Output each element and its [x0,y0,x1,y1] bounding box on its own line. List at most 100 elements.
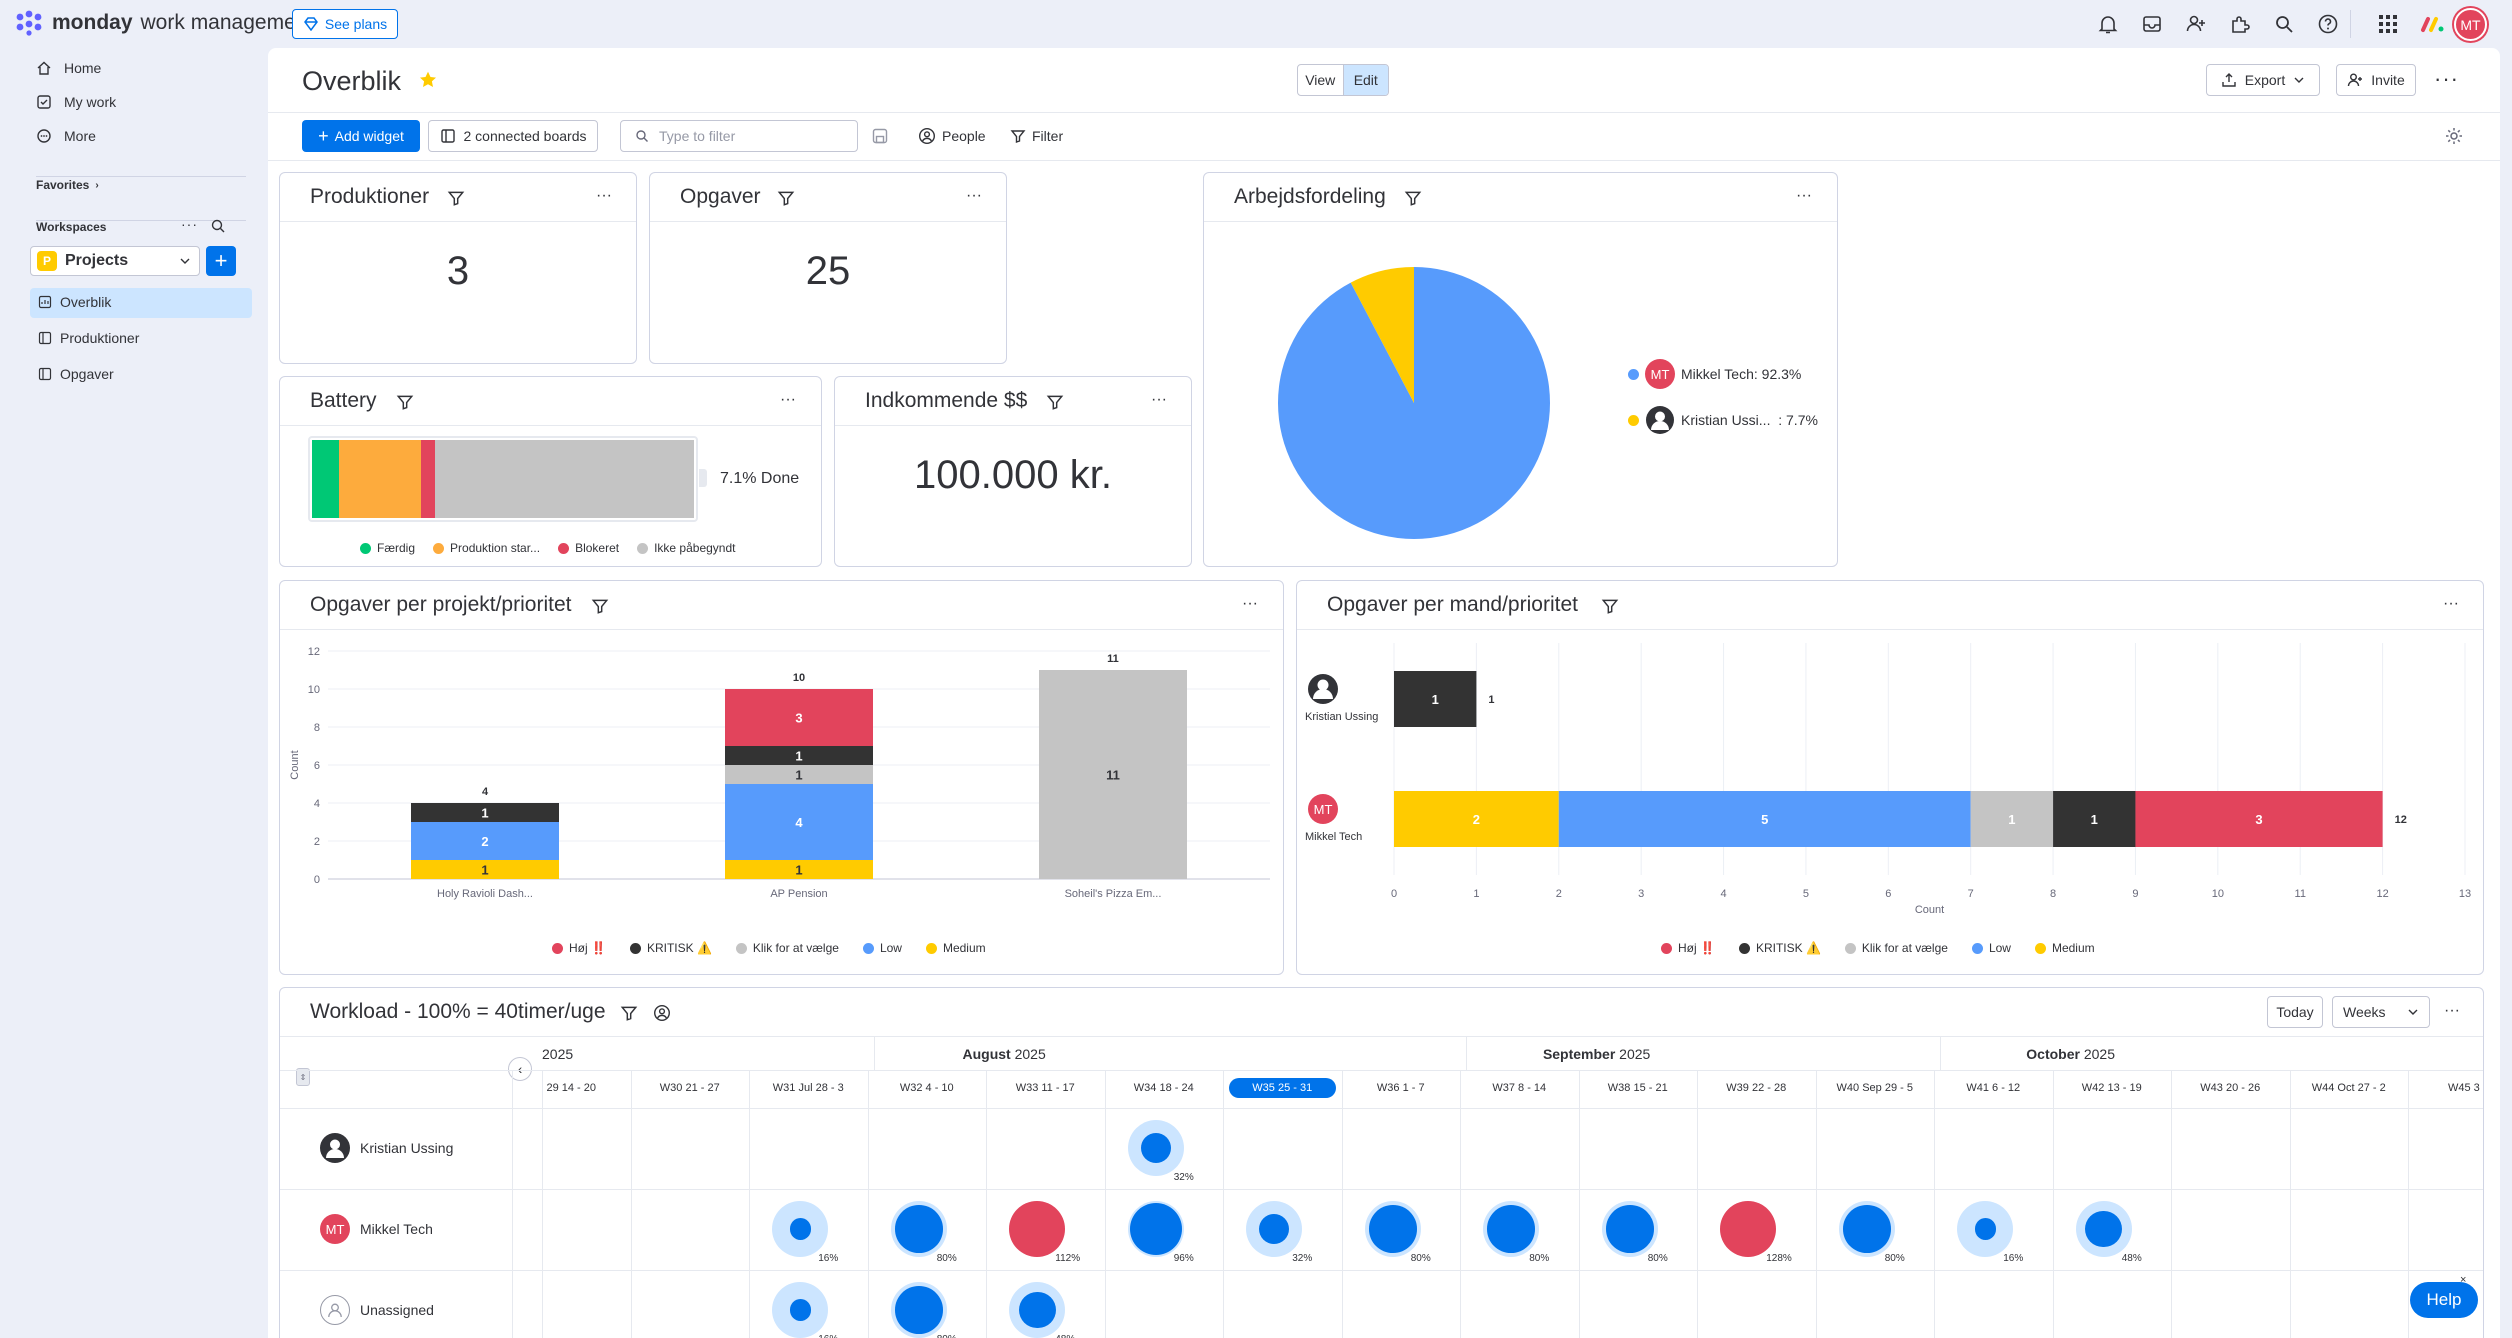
legend-label: KRITISK ⚠️ [1755,941,1821,955]
connected-boards-button[interactable]: 2 connected boards [428,120,598,152]
legend-item: Klik for at vælge [735,941,839,955]
widget-number: 25 [805,249,851,293]
widget-menu-icon[interactable]: ··· [1242,595,1258,612]
legend-label: Høj ‼️ [1678,941,1715,955]
sidebar-board-overblik[interactable]: Overblik [38,294,111,310]
sidebar-item-home[interactable]: Home [36,60,101,76]
legend-item: Høj ‼️ [552,941,606,955]
bar-segment[interactable] [725,765,873,784]
filter-icon[interactable] [1046,393,1064,411]
close-help-icon[interactable]: × [2460,1274,2467,1286]
bar-segment[interactable] [1039,670,1187,879]
widget-menu-icon[interactable]: ··· [2443,595,2459,612]
bar-segment[interactable] [725,784,873,860]
diamond-icon [303,17,318,31]
add-workspace-item-button[interactable]: + [206,246,236,276]
avatar-placeholder-icon [326,1139,344,1158]
bar-segment[interactable] [1558,791,1971,847]
legend-item: Produktion star... [433,541,540,555]
bar-segment[interactable] [2135,791,2383,847]
help-question-icon[interactable] [2316,12,2340,36]
legend-label: Høj ‼️ [569,941,606,955]
save-view-icon[interactable] [871,127,889,145]
person-circle-icon[interactable] [653,1004,671,1022]
bar-segment[interactable] [725,746,873,765]
y-tick-label: 0 [314,874,320,886]
sidebar-item-my-work[interactable]: My work [36,94,116,110]
invite-members-icon[interactable] [2184,12,2208,36]
filter-icon[interactable] [396,393,414,411]
legend-color-dot [360,542,371,554]
view-mode-button[interactable]: View [1305,72,1336,88]
workload-bubble[interactable] [1009,1201,1066,1257]
workspace-selector[interactable]: P Projects [30,246,200,276]
filter-button[interactable]: Filter [1010,120,1063,152]
bar-segment[interactable] [1394,791,1559,847]
favorites-section[interactable]: Favorites › [36,178,99,192]
y-tick-label: 12 [308,646,320,658]
search-icon[interactable] [2272,12,2296,36]
user-avatar[interactable]: MT [2454,8,2487,41]
widget-menu-icon[interactable]: ··· [780,391,796,408]
legend-item: Ikke påbegyndt [637,541,736,555]
weeks-dropdown[interactable]: Weeks [2332,996,2430,1028]
bar-segment[interactable] [1970,791,2054,847]
sidebar-board-label: Produktioner [60,330,140,346]
bar-segment[interactable] [2053,791,2136,847]
monday-products-icon[interactable] [2420,14,2446,34]
workspace-options-icon[interactable]: ··· [181,216,198,232]
export-button[interactable]: Export [2206,64,2320,96]
filter-icon[interactable] [620,1004,638,1022]
edit-mode-button[interactable]: Edit [1342,65,1388,95]
workspace-search-icon[interactable] [210,218,226,234]
filter-icon[interactable] [447,189,465,207]
people-filter-button[interactable]: People [918,120,986,152]
bar-segment[interactable] [411,860,559,879]
widget-menu-icon[interactable]: ··· [596,187,612,204]
see-plans-button[interactable]: See plans [292,9,398,39]
avatar-head [1317,679,1329,691]
filter-icon[interactable] [1404,189,1422,207]
legend-color-dot [925,942,937,954]
workload-bubble[interactable] [1720,1201,1777,1257]
today-button[interactable]: Today [2267,996,2323,1028]
resize-handle-icon[interactable]: ⇕ [296,1068,310,1086]
legend-label: Klik for at vælge [1861,941,1948,955]
y-axis-label: Count [289,750,301,779]
sidebar-board-active-bg [30,288,252,318]
bar-segment[interactable] [1394,671,1477,727]
bar-segment[interactable] [411,822,559,860]
bell-icon[interactable] [2096,12,2120,36]
filter-icon[interactable] [777,189,795,207]
widget-menu-icon[interactable]: ··· [2444,1002,2460,1019]
apps-puzzle-icon[interactable] [2228,12,2252,36]
monday-logo[interactable]: monday work management [14,10,313,36]
sidebar-board-opgaver[interactable]: Opgaver [38,366,114,382]
help-button[interactable]: Help [2410,1282,2478,1318]
bar-data-label: 2 [481,834,488,849]
battery-segment [420,440,435,518]
bar-data-label: 1 [795,749,802,764]
widget-menu-icon[interactable]: ··· [966,187,982,204]
month-year: 2025 [2079,1046,2115,1062]
sidebar-item-more[interactable]: More [36,128,96,144]
pie-slice-kristian-ussing[interactable] [1350,267,1414,403]
pie-legend-item: Kristian Ussi... : 7.7% [1628,405,1818,435]
filter-icon[interactable] [1601,597,1619,615]
filter-search-input[interactable]: Type to filter [620,120,858,152]
sidebar-board-produktioner[interactable]: Produktioner [38,330,139,346]
add-widget-button[interactable]: + Add widget [302,120,420,152]
bar-segment[interactable] [725,689,873,746]
bar-segment[interactable] [725,860,873,879]
settings-gear-icon[interactable] [2444,126,2464,146]
inbox-icon[interactable] [2140,12,2164,36]
page-menu-icon[interactable]: ··· [2434,66,2459,91]
widget-menu-icon[interactable]: ··· [1796,187,1812,204]
app-switcher-grid-icon[interactable] [2376,12,2400,36]
bar-segment[interactable] [411,803,559,822]
filter-icon[interactable] [591,597,609,615]
legend-label: Kristian Ussi... : 7.7% [1681,412,1818,428]
widget-menu-icon[interactable]: ··· [1151,391,1167,408]
invite-button[interactable]: Invite [2336,64,2416,96]
favorite-star-icon[interactable] [418,70,438,90]
